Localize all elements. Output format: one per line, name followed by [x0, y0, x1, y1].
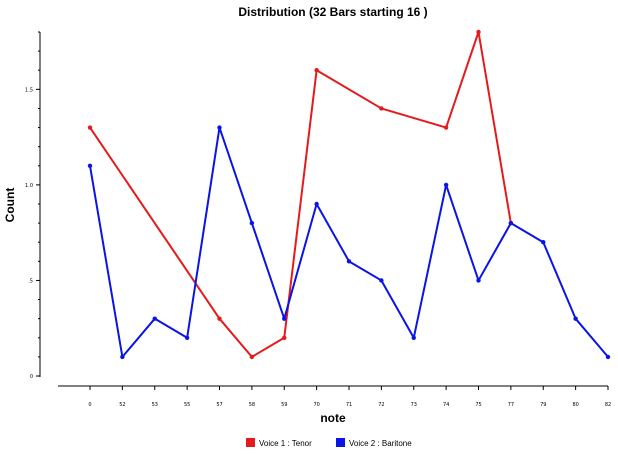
- x-tick-label: 0: [88, 402, 91, 408]
- data-point: [508, 220, 514, 226]
- y-tick-label: .5: [28, 278, 33, 284]
- x-tick-label: 73: [411, 402, 417, 408]
- data-point: [443, 182, 449, 188]
- x-tick-label: 71: [346, 402, 352, 408]
- data-point: [184, 335, 190, 340]
- data-point: [346, 259, 352, 264]
- data-point: [282, 316, 287, 321]
- x-tick-label: 57: [216, 402, 222, 408]
- data-point: [379, 278, 384, 283]
- x-ticks: 0 52 53 55 57 58 59 70 71 72 73 74 75 77 79 80 82: [88, 386, 611, 408]
- axes: [39, 32, 608, 387]
- y-tick-label: 1.0: [25, 183, 33, 189]
- data-point: [443, 125, 449, 130]
- data-point: [87, 163, 93, 168]
- x-tick-label: 59: [281, 402, 287, 408]
- x-axis-label: note: [320, 411, 346, 425]
- data-point: [249, 220, 255, 226]
- data-point: [314, 68, 319, 73]
- x-tick-label: 72: [378, 402, 384, 408]
- x-tick-label: 74: [443, 402, 449, 408]
- x-tick-label: 75: [475, 402, 481, 408]
- chart-title: Distribution (32 Bars starting 16 ): [238, 5, 427, 19]
- x-tick-label: 53: [152, 402, 158, 408]
- x-tick-label: 70: [313, 402, 319, 408]
- x-tick-label: 55: [184, 402, 190, 408]
- x-tick-label: 82: [605, 402, 611, 408]
- data-point: [152, 316, 157, 321]
- x-tick-label: 80: [572, 402, 578, 408]
- series-line-1: [89, 31, 512, 358]
- data-point: [217, 125, 222, 130]
- legend-label: Voice 2 : Baritone: [349, 439, 412, 448]
- legend: Voice 1 : Tenor Voice 2 : Baritone: [246, 438, 412, 448]
- data-point: [573, 316, 578, 321]
- x-tick-label: 79: [540, 402, 546, 408]
- data-point: [605, 354, 611, 360]
- legend-swatch: [336, 438, 345, 447]
- data-point: [476, 278, 481, 283]
- data-point: [217, 316, 222, 321]
- data-point: [314, 201, 319, 207]
- series-layer: [87, 29, 611, 360]
- legend-label: Voice 1 : Tenor: [259, 439, 312, 448]
- x-tick-label: 52: [119, 402, 125, 408]
- data-point: [120, 354, 125, 360]
- data-point: [411, 335, 416, 340]
- x-tick-label: 58: [249, 402, 255, 408]
- y-axis-label: Count: [3, 188, 17, 223]
- y-tick-label: 0: [30, 374, 33, 380]
- data-point: [249, 354, 255, 360]
- legend-swatch: [246, 438, 255, 447]
- data-point: [87, 125, 93, 130]
- data-point: [541, 240, 546, 245]
- x-tick-label: 77: [508, 402, 514, 408]
- data-point: [379, 106, 384, 111]
- data-point: [282, 335, 287, 340]
- y-tick-label: 1.5: [25, 87, 33, 93]
- y-ticks: 0 .5 1.0 1.5: [25, 31, 40, 380]
- data-point: [476, 29, 481, 35]
